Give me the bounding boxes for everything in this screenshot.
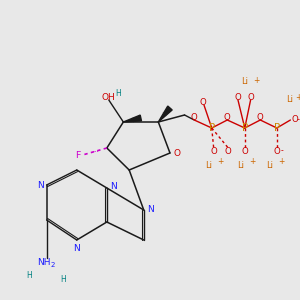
Text: F: F: [75, 151, 80, 160]
Text: Li: Li: [237, 160, 244, 169]
Text: -: -: [281, 146, 284, 155]
Text: N: N: [110, 182, 116, 191]
Text: O: O: [257, 113, 264, 122]
Text: O: O: [225, 146, 232, 155]
Text: O: O: [235, 92, 241, 101]
Text: NH: NH: [38, 258, 51, 267]
Polygon shape: [123, 115, 142, 122]
Text: +: +: [253, 76, 260, 85]
Text: +: +: [295, 94, 300, 103]
Polygon shape: [158, 106, 172, 122]
Text: P: P: [242, 123, 248, 133]
Text: Li: Li: [286, 95, 293, 104]
Text: O: O: [247, 92, 254, 101]
Text: OH: OH: [102, 93, 116, 102]
Text: O: O: [224, 113, 231, 122]
Text: +: +: [278, 158, 285, 166]
Text: O: O: [273, 146, 280, 155]
Text: -: -: [296, 116, 299, 124]
Text: Li: Li: [241, 77, 248, 86]
Text: P: P: [274, 123, 280, 133]
Text: O: O: [173, 148, 181, 158]
Text: O: O: [199, 98, 206, 107]
Text: P: P: [208, 123, 215, 133]
Text: Li: Li: [205, 160, 212, 169]
Text: N: N: [74, 244, 80, 253]
Text: H: H: [26, 271, 32, 280]
Text: +: +: [217, 158, 224, 166]
Text: +: +: [249, 158, 256, 166]
Text: ···: ···: [92, 149, 99, 155]
Text: N: N: [147, 206, 153, 214]
Text: N: N: [38, 181, 44, 190]
Text: O: O: [210, 146, 217, 155]
Text: H: H: [60, 275, 66, 284]
Text: O: O: [191, 113, 198, 122]
Text: 2: 2: [50, 262, 55, 268]
Text: H: H: [116, 89, 122, 98]
Text: Li: Li: [266, 160, 274, 169]
Text: O: O: [242, 146, 248, 155]
Text: O: O: [292, 116, 298, 124]
